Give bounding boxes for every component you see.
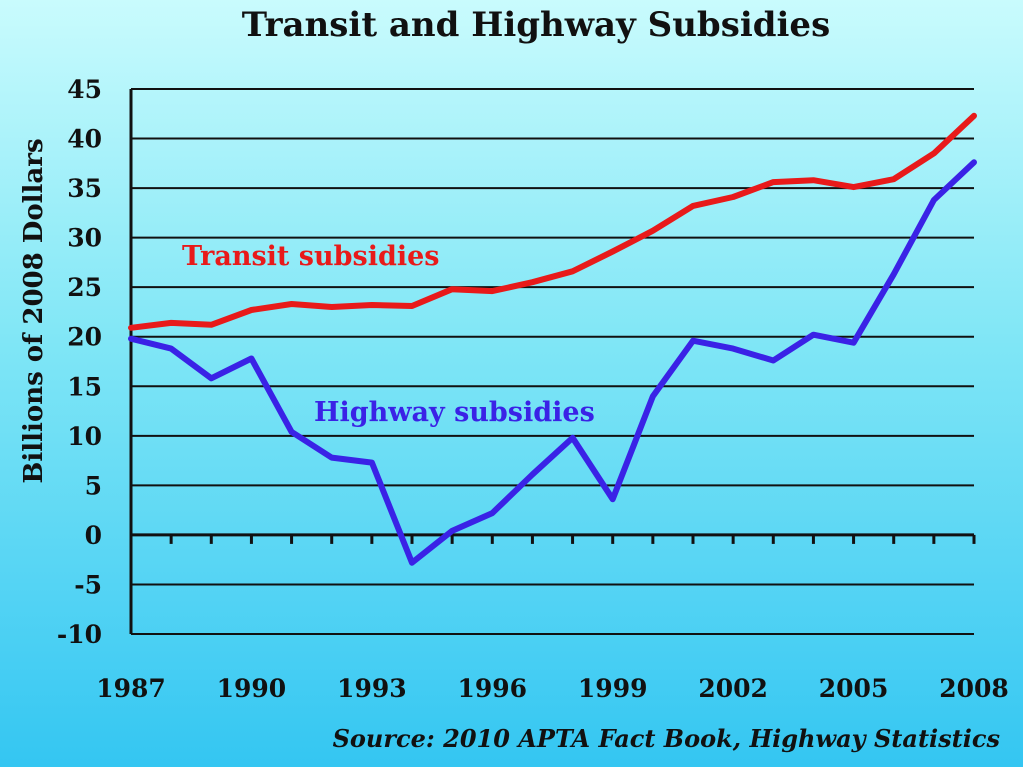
y-tick-label: 35 bbox=[67, 174, 102, 203]
y-tick-label: 30 bbox=[67, 224, 102, 253]
x-tick-label: 1990 bbox=[217, 674, 287, 703]
series-label-highway: Highway subsidies bbox=[314, 397, 595, 428]
x-tick-label: 2005 bbox=[819, 674, 889, 703]
x-tick-label: 2002 bbox=[698, 674, 768, 703]
y-tick-label: 45 bbox=[67, 75, 102, 104]
series-label-transit: Transit subsidies bbox=[182, 241, 440, 272]
highway-line bbox=[128, 159, 977, 566]
axes bbox=[129, 89, 976, 634]
y-tick-label: 25 bbox=[67, 273, 102, 302]
y-tick-label: 15 bbox=[67, 372, 102, 401]
source-note: Source: 2010 APTA Fact Book, Highway Sta… bbox=[333, 724, 1001, 753]
y-tick-label: 5 bbox=[85, 471, 102, 500]
x-tick-label: 2008 bbox=[939, 674, 1009, 703]
y-tick-label: -10 bbox=[57, 620, 102, 649]
x-tick-labels: 1987 1990 1993 1996 1999 2002 2005 2008 bbox=[96, 674, 1009, 703]
y-axis-label: Billions of 2008 Dollars bbox=[19, 138, 49, 483]
gridlines bbox=[131, 88, 974, 635]
transit-line bbox=[128, 112, 977, 331]
x-tick-label: 1987 bbox=[96, 674, 166, 703]
y-tick-label: 10 bbox=[67, 422, 102, 451]
y-tick-label: 0 bbox=[85, 521, 102, 550]
y-tick-label: -5 bbox=[74, 570, 102, 599]
y-tick-label: 40 bbox=[67, 125, 102, 154]
x-tick-label: 1999 bbox=[578, 674, 648, 703]
series-lines bbox=[128, 112, 977, 566]
chart-title: Transit and Highway Subsidies bbox=[242, 5, 830, 45]
x-tick-label: 1996 bbox=[457, 674, 527, 703]
x-tick-label: 1993 bbox=[337, 674, 407, 703]
y-tick-label: 20 bbox=[67, 323, 102, 352]
y-tick-labels: 45 40 35 30 25 20 15 10 5 0 -5 -10 bbox=[57, 75, 102, 649]
